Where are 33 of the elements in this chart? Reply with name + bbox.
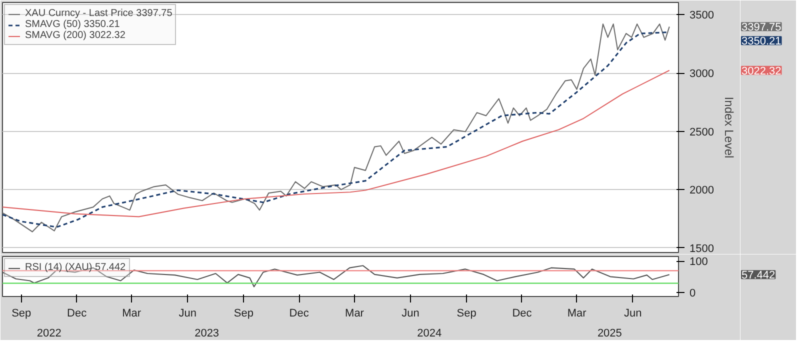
y-tick-label: 0 (690, 288, 696, 300)
x-tick-label: Mar (345, 308, 364, 320)
x-tick-label: Sep (234, 308, 254, 320)
text: 3022.32 (742, 65, 782, 78)
text: 3397.75 (742, 22, 782, 34)
text: 2023 (194, 328, 220, 340)
x-tick-label: Sep (456, 308, 476, 320)
text: 2024 (417, 328, 442, 340)
x-tick-label: Jun (178, 308, 197, 320)
y-tick-label: 100 (690, 256, 708, 268)
legend-label: XAU Curncy - Last Price 3397.75 (25, 8, 172, 19)
legend-label: RSI (14) (XAU) 57.442 (25, 262, 126, 273)
legend-label: SMAVG (200) 3022.32 (25, 30, 126, 41)
text: 3350.21 (742, 36, 782, 48)
y-tick-label: 2000 (690, 184, 714, 197)
text: 2022 (36, 328, 62, 340)
x-tick-label: Dec (512, 308, 532, 320)
x-tick-label: Jun (402, 308, 420, 320)
x-tick-label: Dec (67, 308, 88, 320)
x-tick-label: Mar (122, 308, 142, 320)
y-axis-title: Index Level (722, 96, 736, 158)
y-tick-label: 3000 (690, 68, 714, 80)
y-tick-label: 2500 (690, 126, 714, 138)
legend-label: SMAVG (50) 3350.21 (25, 19, 120, 30)
line-series (2, 70, 670, 218)
text: 2025 (597, 328, 622, 340)
x-tick-label: Jun (624, 308, 642, 320)
y-tick-label: 1500 (690, 242, 714, 255)
text: 57.442 (742, 270, 776, 282)
x-tick-label: Mar (567, 308, 587, 320)
x-tick-label: Dec (289, 308, 310, 320)
y-tick-label: 3500 (690, 10, 714, 22)
x-tick-label: Sep (12, 308, 32, 320)
